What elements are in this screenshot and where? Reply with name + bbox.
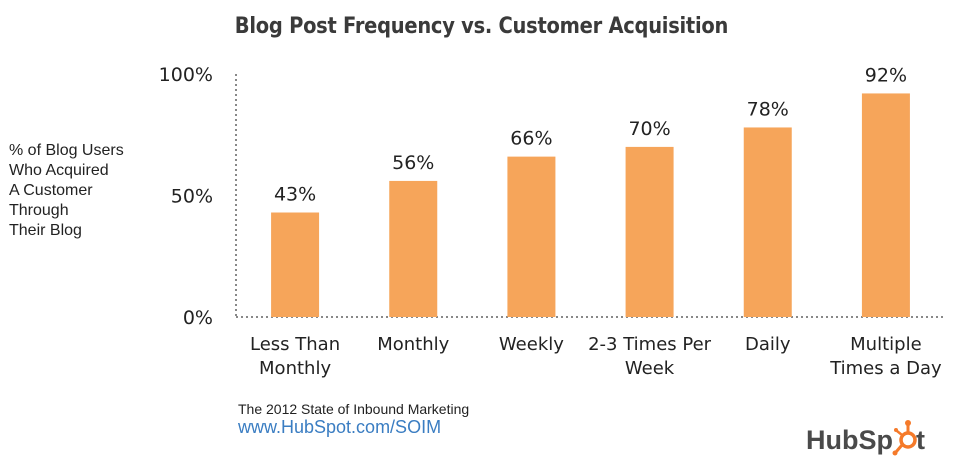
y-axis-label-line: % of Blog Users — [9, 142, 124, 159]
bar — [271, 212, 320, 317]
data-label: 43% — [274, 184, 316, 206]
y-axis-label-line: Their Blog — [9, 222, 82, 239]
chart-title: Blog Post Frequency vs. Customer Acquisi… — [234, 14, 729, 39]
y-axis-label-line: A Customer — [9, 182, 93, 199]
y-axis-label-line: Who Acquired — [9, 162, 109, 179]
data-label: 56% — [392, 152, 434, 174]
bar — [625, 146, 674, 317]
source-link[interactable]: www.HubSpot.com/SOIM — [238, 417, 442, 437]
x-tick-label: 2-3 Times Per — [588, 334, 712, 355]
data-label: 92% — [865, 64, 907, 86]
x-tick-label: Times a Day — [829, 358, 942, 379]
source-text: The 2012 State of Inbound Marketing — [238, 401, 470, 417]
bar — [861, 93, 910, 317]
y-axis-label: % of Blog Users Who Acquired A Customer … — [9, 141, 149, 241]
x-tick-label: Monthly — [377, 334, 449, 355]
x-tick-label: Weekly — [499, 334, 564, 355]
data-label: 78% — [747, 98, 789, 120]
data-label: 66% — [510, 128, 552, 150]
bar — [507, 156, 556, 317]
hubspot-logo: HubSp t — [806, 420, 936, 460]
y-axis-label-line: Through — [9, 202, 69, 219]
bar — [389, 180, 438, 317]
data-label: 70% — [628, 118, 670, 140]
svg-text:t: t — [916, 425, 925, 455]
x-tick-label: Less Than — [250, 334, 340, 355]
x-tick-label: Monthly — [259, 358, 331, 379]
x-tick-label: Multiple — [850, 334, 922, 355]
svg-text:HubSp: HubSp — [806, 425, 893, 455]
y-tick-label: 50% — [171, 186, 213, 208]
y-tick-label: 0% — [183, 307, 213, 329]
x-tick-label: Week — [625, 358, 675, 379]
bar-chart: 0% 50% 100% 43% Less Than Monthly 56% Monthly 66… — [159, 64, 945, 379]
sprocket-icon — [892, 420, 917, 456]
x-tick-label: Daily — [745, 334, 791, 355]
bar — [743, 127, 792, 318]
y-tick-label: 100% — [159, 64, 213, 86]
